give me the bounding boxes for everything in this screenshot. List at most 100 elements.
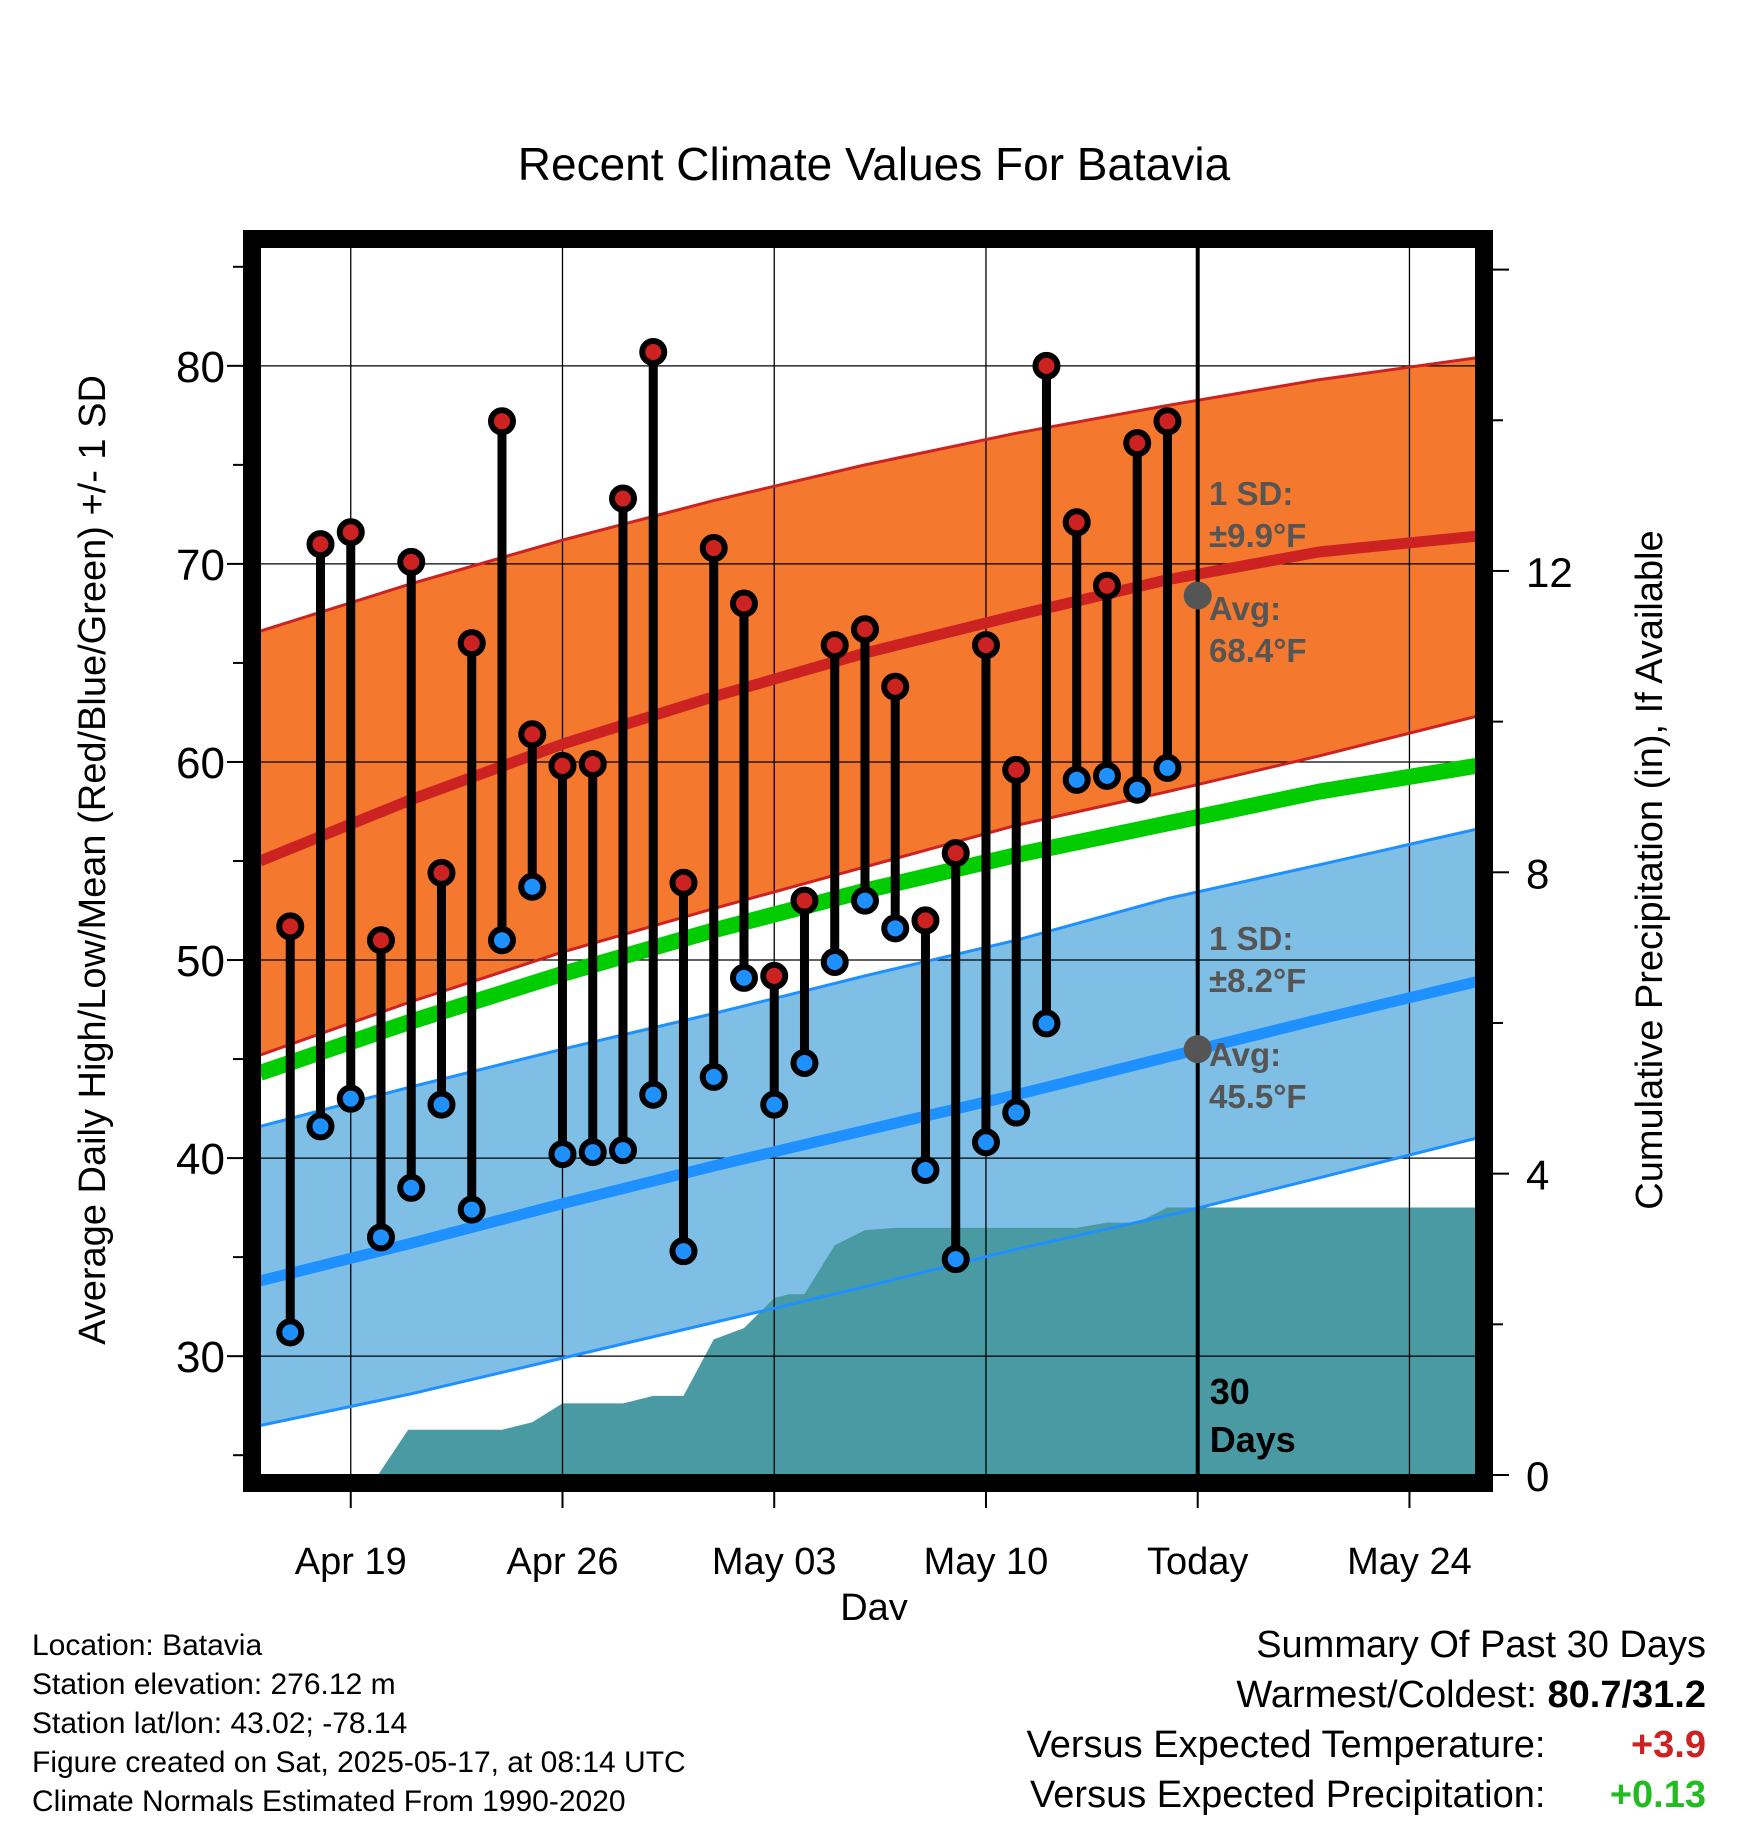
y-tick-label-70: 70 <box>176 541 225 590</box>
low-point-day-27 <box>1062 765 1091 794</box>
low-point-day-12 <box>608 1136 637 1165</box>
high-point-day-22 <box>911 906 940 935</box>
high-point-day-18 <box>790 886 819 915</box>
high-point-day-17 <box>760 961 789 990</box>
y2-tick-label-8: 8 <box>1526 850 1549 897</box>
high-point-day-11 <box>578 749 607 778</box>
low-avg-dot <box>1183 1035 1212 1064</box>
low-point-day-10 <box>548 1140 577 1169</box>
high-point-day-19 <box>820 631 849 660</box>
high-point-day-26 <box>1032 351 1061 380</box>
elevation-text: Station elevation: 276.12 m <box>32 1668 396 1701</box>
high-point-day-6 <box>427 858 456 887</box>
low-avg-value: 45.5°F <box>1209 1078 1307 1115</box>
summary-panel: Summary Of Past 30 Days Warmest/Coldest:… <box>1027 1620 1706 1820</box>
precip-area <box>260 1207 1476 1475</box>
low-point-day-19 <box>820 948 849 977</box>
precip-fill <box>260 1207 1476 1475</box>
warmest-label: Warmest/Coldest: <box>1236 1674 1537 1716</box>
y-tick-label-40: 40 <box>176 1135 225 1184</box>
y-tick-label-60: 60 <box>176 739 225 788</box>
high-point-day-8 <box>487 407 516 436</box>
y2-tick-label-0: 0 <box>1526 1453 1549 1500</box>
low-point-day-15 <box>699 1062 728 1091</box>
high-point-day-4 <box>366 926 395 955</box>
daily-points <box>276 337 1182 1347</box>
low-point-day-26 <box>1032 1009 1061 1038</box>
low-point-day-5 <box>397 1173 426 1202</box>
low-sd-label: 1 SD: <box>1209 920 1293 957</box>
low-point-day-3 <box>336 1084 365 1113</box>
high-point-day-2 <box>306 530 335 559</box>
x-tick-label-Apr26: Apr 26 <box>507 1541 619 1583</box>
y-tick-label-30: 30 <box>176 1333 225 1382</box>
high-point-day-1 <box>276 912 305 941</box>
high-point-day-24 <box>971 631 1000 660</box>
x-tick-label-May03: May 03 <box>712 1541 837 1583</box>
location-text: Location: Batavia <box>32 1629 263 1662</box>
low-point-day-4 <box>366 1223 395 1252</box>
temp-value: +3.9 <box>1630 1724 1706 1766</box>
x-tick-label-May24: May 24 <box>1347 1541 1472 1583</box>
y-tick-label-50: 50 <box>176 937 225 986</box>
climate-chart: 30 Days 1 SD: ±9.9°F Avg: 68.4°F 1 SD: ±8.2°F A… <box>72 138 1671 1620</box>
low-point-day-8 <box>487 926 516 955</box>
high-point-day-5 <box>397 547 426 576</box>
low-point-day-13 <box>639 1080 668 1109</box>
y2-axis-label: Cumulative Precipitation (in), If Availa… <box>1629 530 1671 1209</box>
high-avg-value: 68.4°F <box>1209 632 1307 669</box>
low-point-day-25 <box>1002 1098 1031 1127</box>
today-marker: 30 Days <box>1195 247 1296 1475</box>
temp-label: Versus Expected Temperature: <box>1026 1724 1546 1766</box>
normal-low-line <box>260 976 1476 1287</box>
high-point-day-25 <box>1002 755 1031 784</box>
high-point-day-16 <box>729 589 758 618</box>
axis-labels: Recent Climate Values For Batavia3040506… <box>72 138 1671 1620</box>
low-sd-value: ±8.2°F <box>1209 962 1306 999</box>
high-sd-value: ±9.9°F <box>1209 517 1306 554</box>
low-avg-label: Avg: <box>1209 1036 1281 1073</box>
low-point-day-1 <box>276 1318 305 1347</box>
station-metadata: Location: Batavia Station elevation: 276… <box>32 1626 686 1821</box>
today-label-days-count: 30 <box>1210 1371 1250 1412</box>
high-avg-label: Avg: <box>1209 590 1281 627</box>
high-point-day-30 <box>1153 407 1182 436</box>
x-tick-label-Today: Today <box>1147 1541 1248 1583</box>
low-point-day-24 <box>971 1128 1000 1157</box>
low-point-day-28 <box>1092 761 1121 790</box>
low-point-day-18 <box>790 1049 819 1078</box>
high-point-day-23 <box>941 839 970 868</box>
precip-value: +0.13 <box>1609 1774 1706 1816</box>
low-point-day-30 <box>1153 753 1182 782</box>
precip-label: Versus Expected Precipitation: <box>1030 1774 1546 1816</box>
summary-precip-row: Versus Expected Precipitation: +0.13 <box>1027 1770 1706 1820</box>
high-sd-label: 1 SD: <box>1209 475 1293 512</box>
y-axis-label: Average Daily High/Low/Mean (Red/Blue/Gr… <box>72 375 114 1345</box>
low-point-day-9 <box>518 872 547 901</box>
low-point-day-16 <box>729 963 758 992</box>
low-point-day-17 <box>760 1090 789 1119</box>
normals-text: Climate Normals Estimated From 1990-2020 <box>32 1785 626 1818</box>
low-point-day-20 <box>850 886 879 915</box>
created-text: Figure created on Sat, 2025-05-17, at 08… <box>32 1746 686 1779</box>
high-avg-dot <box>1183 581 1212 610</box>
low-point-day-21 <box>881 914 910 943</box>
warmest-value: 80.7/31.2 <box>1547 1674 1706 1716</box>
summary-title: Summary Of Past 30 Days <box>1256 1624 1706 1666</box>
summary-warmest-row: Warmest/Coldest: 80.7/31.2 <box>1027 1670 1706 1720</box>
x-tick-label-Apr19: Apr 19 <box>295 1541 407 1583</box>
high-point-day-28 <box>1092 571 1121 600</box>
low-point-day-7 <box>457 1195 486 1224</box>
high-sd-upper-line <box>260 356 1476 633</box>
high-point-day-29 <box>1123 429 1152 458</box>
low-point-day-14 <box>669 1237 698 1266</box>
high-point-day-13 <box>639 337 668 366</box>
low-point-day-6 <box>427 1090 456 1119</box>
high-point-day-20 <box>850 615 879 644</box>
daily-stems <box>285 351 1172 1333</box>
summary-temp-row: Versus Expected Temperature: +3.9 <box>1027 1720 1706 1770</box>
latlon-text: Station lat/lon: 43.02; -78.14 <box>32 1707 408 1740</box>
y2-tick-label-4: 4 <box>1526 1152 1549 1199</box>
high-point-day-14 <box>669 868 698 897</box>
low-sd-upper-line <box>260 827 1476 1128</box>
